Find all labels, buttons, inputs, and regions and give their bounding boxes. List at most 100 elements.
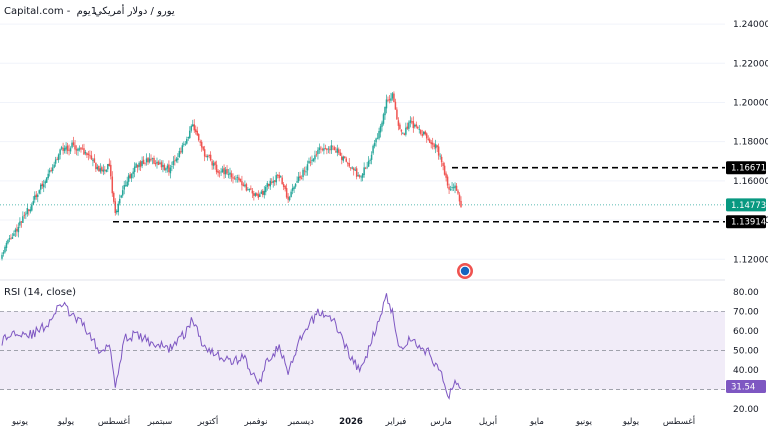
candle-16 [25, 211, 27, 220]
candle-body-166 [248, 189, 251, 191]
candle-body-196 [293, 186, 295, 190]
candle-103 [154, 160, 157, 167]
candle-262 [391, 91, 394, 101]
candle-body-228 [341, 156, 343, 160]
candle-46 [69, 146, 72, 155]
current-price-badge: 1.14773 [726, 198, 766, 212]
candle-body-28 [42, 184, 45, 188]
candle-75 [113, 191, 115, 204]
candle-245 [366, 161, 368, 170]
candle-55 [83, 143, 85, 155]
candle-body-51 [77, 148, 79, 151]
candle-body-268 [400, 129, 403, 132]
candle-body-273 [408, 122, 410, 129]
candle-body-125 [187, 137, 190, 139]
candle-158 [236, 174, 239, 183]
candle-152 [227, 168, 230, 179]
level-badge-0-text: 1.16671 [731, 164, 766, 174]
candle-282 [421, 129, 424, 138]
candle-149 [223, 164, 225, 179]
candle-155 [232, 173, 234, 184]
candle-body-124 [186, 139, 188, 144]
candle-184 [275, 171, 277, 186]
candle-body-151 [226, 169, 228, 174]
candle-body-64 [96, 166, 99, 170]
candle-body-10 [16, 228, 18, 232]
candle-137 [205, 154, 207, 158]
candle-58 [87, 150, 90, 161]
candle-200 [299, 171, 301, 181]
candle-body-231 [345, 158, 347, 162]
candle-217 [324, 144, 327, 150]
candle-body-133 [199, 141, 201, 143]
candle-body-162 [242, 184, 245, 187]
candle-body-68 [102, 169, 105, 172]
candle-body-1 [2, 252, 5, 254]
candle-body-59 [89, 155, 91, 157]
candle-241 [360, 175, 362, 182]
candle-body-293 [437, 146, 440, 156]
watermark-logo[interactable] [457, 263, 473, 279]
candle-25 [38, 189, 41, 195]
candle-54 [81, 144, 84, 150]
candle-body-117 [175, 158, 178, 162]
candle-220 [329, 146, 331, 154]
candle-body-200 [299, 175, 301, 179]
candle-body-73 [110, 164, 112, 177]
candle-body-99 [148, 158, 151, 162]
candle-body-175 [262, 190, 264, 195]
candle-9 [14, 227, 17, 237]
candle-body-83 [124, 185, 127, 187]
candle-body-185 [276, 174, 279, 176]
candle-38 [57, 153, 60, 163]
candle-body-252 [376, 137, 379, 139]
candle-265 [396, 107, 398, 120]
candle-body-171 [256, 193, 258, 196]
candle-body-248 [370, 154, 373, 160]
candle-body-61 [92, 159, 94, 161]
candle-body-20 [31, 204, 33, 211]
candle-161 [241, 175, 243, 191]
candle-body-176 [263, 190, 266, 195]
candle-body-29 [44, 181, 46, 184]
candle-94 [141, 156, 143, 169]
candle-10 [16, 224, 18, 237]
candle-264 [394, 98, 397, 110]
candle-body-307 [458, 194, 461, 202]
candle-147 [220, 167, 222, 177]
candle-8 [13, 230, 15, 237]
candle-303 [452, 183, 455, 191]
candle-44 [66, 142, 69, 155]
month-label-5: نوفمبر [244, 417, 268, 427]
candle-body-49 [74, 145, 76, 150]
candle-22 [34, 191, 36, 203]
candle-body-220 [329, 149, 331, 151]
candle-285 [425, 132, 428, 143]
candle-83 [124, 180, 127, 187]
candle-123 [184, 141, 187, 146]
candle-body-9 [14, 229, 17, 233]
candle-119 [178, 147, 181, 158]
candle-body-161 [241, 181, 243, 186]
candle-body-19 [29, 209, 32, 212]
candle-209 [312, 158, 315, 163]
candle-145 [217, 169, 219, 177]
candle-body-302 [451, 187, 453, 189]
candle-306 [457, 189, 459, 195]
candle-body-286 [427, 138, 429, 140]
candle-183 [273, 179, 276, 186]
candle-body-54 [81, 148, 84, 150]
candle-body-30 [45, 177, 48, 183]
month-label-1: يوليو [57, 417, 75, 427]
level-badge-1-bg [726, 215, 766, 229]
candle-body-243 [363, 167, 365, 175]
candle-97 [145, 153, 148, 166]
candle-body-262 [391, 93, 394, 99]
candle-body-233 [348, 163, 350, 167]
candle-body-296 [442, 162, 444, 166]
candle-body-227 [339, 152, 342, 156]
candle-194 [290, 189, 292, 198]
rsi-line [1, 293, 462, 400]
candle-body-27 [41, 183, 43, 187]
